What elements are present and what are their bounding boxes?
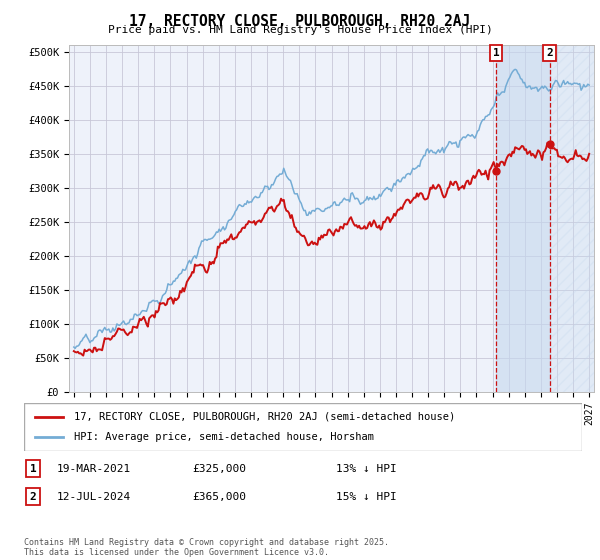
Text: 2: 2: [29, 492, 37, 502]
Text: Price paid vs. HM Land Registry's House Price Index (HPI): Price paid vs. HM Land Registry's House …: [107, 25, 493, 35]
Text: HPI: Average price, semi-detached house, Horsham: HPI: Average price, semi-detached house,…: [74, 432, 374, 442]
Text: 2: 2: [546, 48, 553, 58]
Text: £325,000: £325,000: [192, 464, 246, 474]
Text: 12-JUL-2024: 12-JUL-2024: [57, 492, 131, 502]
Text: 13% ↓ HPI: 13% ↓ HPI: [336, 464, 397, 474]
Text: Contains HM Land Registry data © Crown copyright and database right 2025.
This d: Contains HM Land Registry data © Crown c…: [24, 538, 389, 557]
Text: 1: 1: [493, 48, 499, 58]
Text: 17, RECTORY CLOSE, PULBOROUGH, RH20 2AJ (semi-detached house): 17, RECTORY CLOSE, PULBOROUGH, RH20 2AJ …: [74, 412, 455, 422]
Bar: [550, 45, 594, 392]
FancyBboxPatch shape: [24, 403, 582, 451]
Text: 19-MAR-2021: 19-MAR-2021: [57, 464, 131, 474]
Bar: [496, 45, 550, 392]
Text: 15% ↓ HPI: 15% ↓ HPI: [336, 492, 397, 502]
Text: £365,000: £365,000: [192, 492, 246, 502]
Text: 1: 1: [29, 464, 37, 474]
Text: 17, RECTORY CLOSE, PULBOROUGH, RH20 2AJ: 17, RECTORY CLOSE, PULBOROUGH, RH20 2AJ: [130, 14, 470, 29]
